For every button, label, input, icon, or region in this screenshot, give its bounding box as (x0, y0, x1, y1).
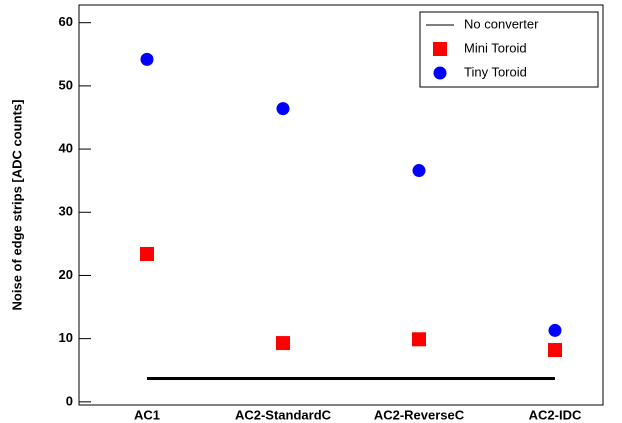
x-tick-label: AC2-IDC (529, 407, 582, 422)
y-tick-label: 50 (59, 77, 73, 92)
x-tick-label: AC1 (134, 407, 160, 422)
plot-frame (78, 4, 604, 406)
legend-label: Tiny Toroid (464, 64, 527, 79)
legend-label: Mini Toroid (464, 40, 527, 55)
y-tick-label: 40 (59, 141, 73, 156)
x-tick-label: AC2-ReverseC (374, 407, 465, 422)
legend-label: No converter (464, 16, 539, 31)
y-tick-label: 60 (59, 14, 73, 29)
y-tick-label: 30 (59, 204, 73, 219)
circle-marker (412, 164, 426, 178)
y-tick-label: 20 (59, 267, 73, 282)
circle-marker (276, 102, 290, 116)
y-axis-title: Noise of edge strips [ADC counts] (9, 100, 24, 311)
square-marker (412, 332, 426, 347)
legend-square (433, 42, 447, 56)
circle-marker (548, 323, 562, 337)
square-marker (276, 336, 290, 351)
square-marker (548, 343, 562, 358)
y-tick-label: 10 (59, 330, 73, 345)
y-tick-label: 0 (66, 393, 73, 408)
square-marker (140, 246, 154, 261)
x-tick-label: AC2-StandardC (235, 407, 332, 422)
circle-marker (140, 52, 154, 66)
legend-box (419, 11, 599, 88)
legend-circle (433, 66, 447, 80)
